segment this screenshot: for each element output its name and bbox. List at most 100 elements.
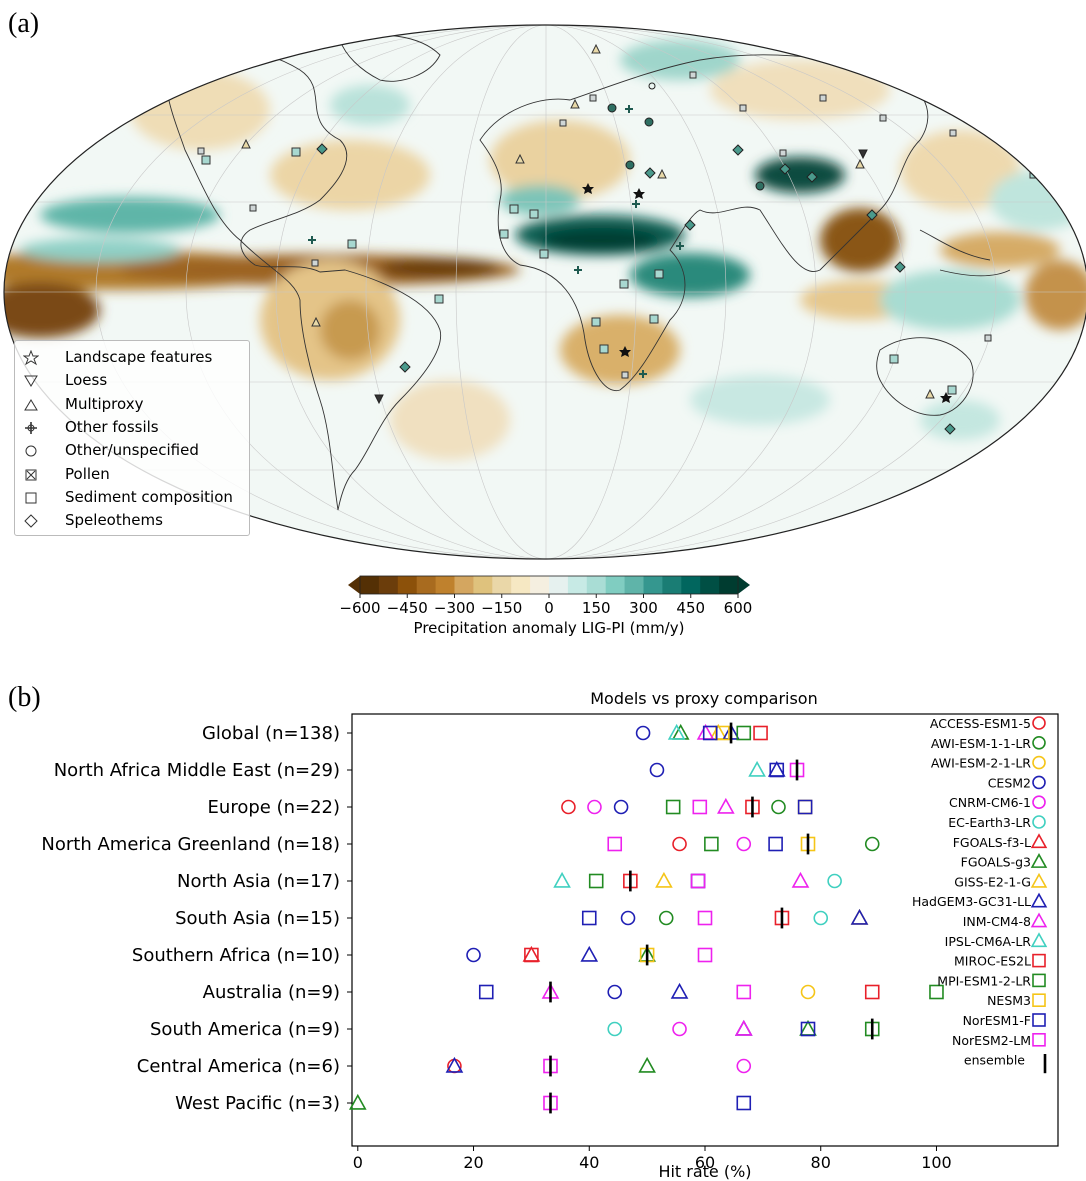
legend-marker — [1030, 872, 1048, 888]
legend-label: CNRM-CM6-1 — [949, 795, 1031, 810]
legend-label: IPSL-CM6A-LR — [945, 934, 1032, 949]
star-icon — [22, 349, 40, 366]
legend-marker — [1032, 716, 1046, 730]
legend-marker — [1032, 736, 1046, 750]
legend-label: ACCESS-ESM1-5 — [930, 716, 1031, 731]
point-hadgem3-gc31-ll — [445, 1056, 464, 1073]
colorbar-swatch — [492, 576, 512, 594]
colorbar-min-extension — [348, 576, 360, 594]
point-noresm2-lm — [692, 799, 708, 815]
other-fossil-sites — [308, 105, 684, 378]
legend-marker — [1032, 1013, 1046, 1027]
point-cnrm-cm6-1 — [736, 1058, 752, 1074]
colorbar-swatch — [605, 576, 626, 594]
legend-marker — [1032, 755, 1046, 770]
plus-icon — [23, 420, 39, 436]
colorbar-tick-label: −450 — [387, 599, 428, 617]
legend-marker — [1030, 853, 1048, 868]
colorbar-swatch — [681, 576, 701, 594]
x-tick-label: 40 — [579, 1153, 599, 1172]
colorbar-swatch — [454, 576, 474, 594]
x-axis: 0 20 40 60 80 100 — [353, 1146, 952, 1172]
point-awi-esm-2-1-lr — [800, 984, 816, 1000]
landscape-feature-sites — [582, 183, 952, 403]
point-cnrm-cm6-1 — [587, 799, 602, 815]
legend-label: Loess — [65, 371, 108, 390]
point-miroc-es2l — [864, 984, 880, 1000]
region-label: South Asia (n=15) — [175, 908, 340, 929]
legend-label: NorESM1-F — [963, 1013, 1031, 1028]
legend-label: Speleothems — [65, 511, 163, 530]
colorbar-swatches — [348, 575, 750, 595]
x-axis-label: Hit rate (%) — [658, 1162, 751, 1181]
colorbar-swatch — [397, 576, 418, 594]
panel-b-label: (b) — [8, 682, 41, 713]
point-mpi-esm1-2-lr — [665, 799, 681, 815]
legend-marker — [1030, 932, 1048, 948]
speleothem-sites — [316, 143, 956, 435]
region-label: North Africa Middle East (n=29) — [54, 760, 340, 781]
colorbar-swatch — [624, 576, 644, 594]
point-noresm1-f — [581, 910, 597, 926]
point-noresm1-f — [690, 873, 706, 889]
sediment-composition-sites — [201, 147, 1039, 395]
legend-label: HadGEM3-GC31-LL — [912, 894, 1031, 909]
point-fgoals-g3 — [348, 1093, 367, 1110]
legend-label: Other fossils — [65, 417, 159, 436]
region-label: Central America (n=6) — [137, 1056, 340, 1077]
colorbar-swatch — [719, 576, 739, 594]
point-hadgem3-gc31-ll — [850, 908, 869, 925]
point-miroc-es2l — [753, 725, 768, 741]
point-noresm1-f — [768, 836, 783, 852]
point-mpi-esm1-2-lr — [929, 984, 944, 1000]
point-noresm2-lm — [690, 873, 706, 889]
colorbar-swatch — [416, 576, 437, 594]
x-tick-label: 20 — [463, 1153, 483, 1172]
point-nesm3 — [715, 725, 730, 741]
legend-marker — [1032, 953, 1046, 968]
legend-label: Pollen — [65, 464, 110, 483]
region-label: Europe (n=22) — [208, 797, 340, 818]
precipitation-anomaly-map — [3, 24, 1086, 560]
colorbar-swatch — [473, 576, 493, 594]
point-giss-e2-1-g — [709, 723, 728, 740]
legend-marker — [1030, 892, 1048, 908]
legend-label: FGOALS-g3 — [961, 855, 1031, 870]
point-cesm2 — [607, 984, 623, 1000]
x-tick-label: 0 — [353, 1153, 363, 1172]
point-cesm2 — [613, 799, 629, 815]
other-unspecified-sites — [444, 25, 765, 191]
point-mpi-esm1-2-lr — [704, 836, 719, 852]
point-cnrm-cm6-1 — [672, 1021, 687, 1037]
point-ipsl-cm6a-lr — [667, 723, 686, 740]
legend-label: CESM2 — [988, 775, 1031, 790]
coastlines — [166, 34, 1011, 511]
x-icon — [23, 467, 39, 483]
point-hadgem3-gc31-ll — [734, 1019, 753, 1036]
colorbar-swatch — [662, 576, 682, 594]
point-cesm2 — [635, 725, 651, 741]
point-ec-earth3-lr — [607, 1021, 623, 1037]
point-cesm2 — [649, 762, 665, 778]
point-noresm2-lm — [697, 910, 713, 926]
colorbar-tick-label: 0 — [544, 599, 554, 617]
colorbar-swatch — [530, 576, 550, 594]
legend-marker — [1032, 973, 1046, 988]
point-noresm1-f — [800, 1021, 816, 1037]
point-hadgem3-gc31-ll — [670, 982, 689, 999]
data-marks — [348, 722, 944, 1114]
x-tick-label: 80 — [811, 1153, 831, 1172]
legend-label: GISS-E2-1-G — [954, 874, 1031, 889]
point-awi-esm-1-1-lr — [864, 836, 880, 852]
legend-label: FGOALS-f3-L — [953, 835, 1031, 850]
legend-label: Landscape features — [65, 348, 213, 366]
legend-marker — [1032, 993, 1046, 1008]
point-fgoals-f3-l — [522, 945, 541, 962]
point-ipsl-cm6a-lr — [553, 871, 571, 888]
legend-label: Multiproxy — [65, 394, 144, 413]
region-label: Southern Africa (n=10) — [132, 945, 340, 966]
point-awi-esm-1-1-lr — [771, 799, 786, 815]
diamond-icon — [23, 513, 39, 529]
point-giss-e2-1-g — [655, 871, 673, 888]
colorbar-tick-label: 450 — [676, 599, 705, 617]
